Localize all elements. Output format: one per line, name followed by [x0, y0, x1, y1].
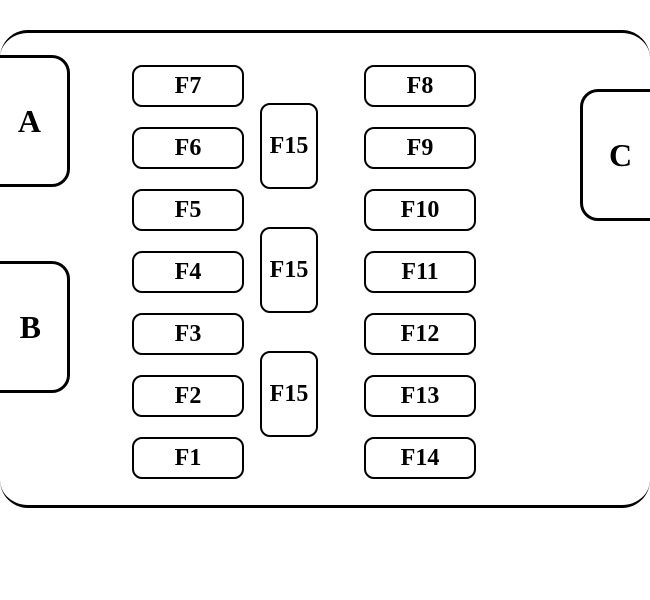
fuse-label: F12	[401, 321, 440, 348]
relay-label: C	[609, 137, 632, 174]
fuse-label: F15	[270, 133, 309, 160]
fuse-f4: F4	[132, 251, 244, 293]
fuse-f12: F12	[364, 313, 476, 355]
fuse-f5: F5	[132, 189, 244, 231]
fuse-f13: F13	[364, 375, 476, 417]
fuse-label: F15	[270, 381, 309, 408]
fuse-f1: F1	[132, 437, 244, 479]
fuse-label: F15	[270, 257, 309, 284]
fuse-f10: F10	[364, 189, 476, 231]
fuse-label: F9	[407, 135, 434, 162]
fuse-f14: F14	[364, 437, 476, 479]
fuse-f6: F6	[132, 127, 244, 169]
relay-box-a: A	[0, 55, 70, 187]
fuse-label: F2	[175, 383, 202, 410]
fuse-label: F4	[175, 259, 202, 286]
fuse-label: F10	[401, 197, 440, 224]
relay-box-c: C	[580, 89, 650, 221]
fuse-label: F3	[175, 321, 202, 348]
fuse-f2: F2	[132, 375, 244, 417]
relay-label: A	[18, 103, 41, 140]
fuse-label: F14	[401, 445, 440, 472]
fuse-f15-bot: F15	[260, 351, 318, 437]
fuse-label: F13	[401, 383, 440, 410]
fuse-f15-top: F15	[260, 103, 318, 189]
fuse-f11: F11	[364, 251, 476, 293]
fuse-f15-mid: F15	[260, 227, 318, 313]
fuse-label: F8	[407, 73, 434, 100]
relay-label: B	[20, 309, 41, 346]
fuse-label: F1	[175, 445, 202, 472]
relay-box-b: B	[0, 261, 70, 393]
fuse-f8: F8	[364, 65, 476, 107]
fuse-box-frame: A B C F7 F6 F5 F4 F3 F2 F1 F8 F9 F10 F11…	[0, 30, 650, 508]
fuse-label: F6	[175, 135, 202, 162]
fuse-label: F5	[175, 197, 202, 224]
fuse-label: F11	[401, 259, 438, 286]
fuse-f3: F3	[132, 313, 244, 355]
fuse-label: F7	[175, 73, 202, 100]
fuse-f7: F7	[132, 65, 244, 107]
fuse-f9: F9	[364, 127, 476, 169]
